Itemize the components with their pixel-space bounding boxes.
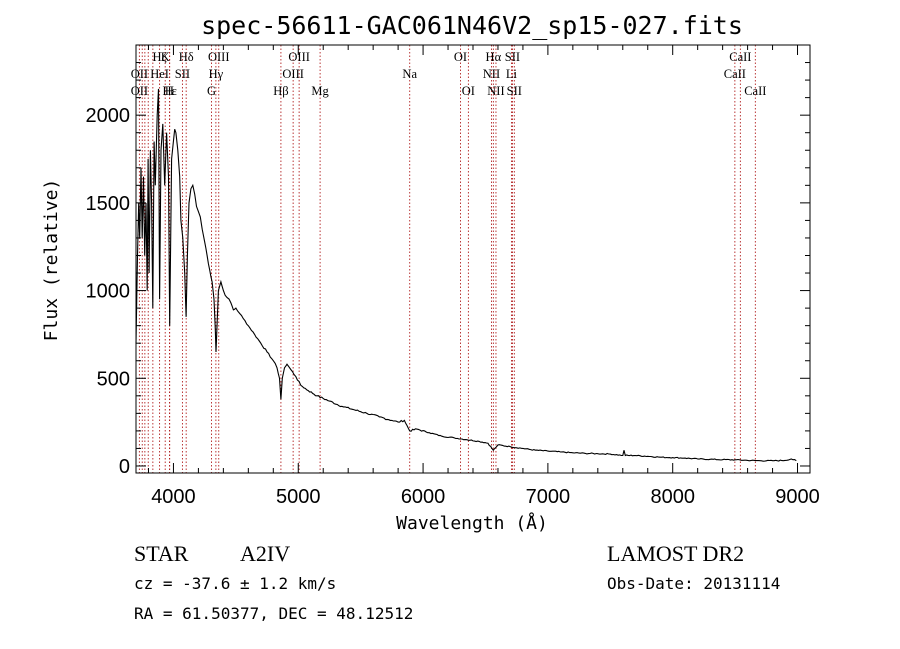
line-label: OIII [288, 50, 310, 64]
line-label: OIII [282, 67, 304, 81]
x-tick-label: 4000 [151, 486, 196, 508]
line-label: Hδ [179, 50, 194, 64]
line-label: G [207, 84, 216, 98]
line-label: OI [454, 50, 467, 64]
chart-title: spec-56611-GAC061N46V2_sp15-027.fits [201, 11, 743, 40]
x-tick-label: 9000 [775, 486, 820, 508]
x-tick-label: 5000 [276, 486, 321, 508]
line-label: Na [402, 67, 417, 81]
line-label: Hα [486, 50, 502, 64]
y-tick-label: 1000 [86, 281, 131, 303]
line-label: CaII [724, 67, 746, 81]
line-label: H [165, 84, 174, 98]
line-label: Hζ [152, 50, 166, 64]
line-label: OIII [208, 50, 230, 64]
emission-line-markers [138, 45, 756, 473]
line-label: OII [131, 84, 148, 98]
redshift-velocity: cz = -37.6 ± 1.2 km/s [134, 574, 336, 593]
observation-date: Obs-Date: 20131114 [607, 574, 780, 593]
line-label: K [161, 50, 170, 64]
plot-frame [135, 44, 811, 474]
x-tick-label: 8000 [650, 486, 695, 508]
x-tick-label: 7000 [526, 486, 571, 508]
line-label: NII [487, 84, 504, 98]
coordinates: RA = 61.50377, DEC = 48.12512 [134, 604, 413, 623]
y-tick-label: 500 [97, 368, 130, 390]
line-label: OII [131, 67, 148, 81]
line-label: CaII [729, 50, 751, 64]
line-label: Hε [163, 84, 177, 98]
x-tick-label: 6000 [401, 486, 446, 508]
line-label: SII [505, 50, 520, 64]
line-label: NII [483, 67, 500, 81]
object-subclass: A2IV [240, 541, 290, 566]
y-axis-ticks: 0 500 1000 1500 2000 [86, 62, 810, 478]
line-label: Hγ [209, 67, 224, 81]
line-label: Hβ [273, 84, 288, 98]
line-label: HeI [150, 67, 169, 81]
y-tick-label: 0 [119, 456, 130, 478]
line-label: CaII [744, 84, 766, 98]
y-tick-label: 2000 [86, 105, 131, 127]
spectrum-line [135, 88, 797, 462]
x-axis-label: Wavelength (Å) [396, 512, 548, 534]
line-label: Li [506, 67, 518, 81]
line-label: Mg [311, 84, 329, 98]
y-axis-label: Flux (relative) [41, 179, 62, 342]
y-tick-label: 1500 [86, 193, 131, 215]
line-label: SII [507, 84, 522, 98]
survey-name: LAMOST DR2 [607, 541, 744, 566]
line-label: SII [175, 67, 190, 81]
line-label: OI [462, 84, 475, 98]
object-class: STAR [134, 541, 189, 566]
x-axis-ticks: 4000 5000 6000 7000 8000 9000 [147, 45, 820, 508]
